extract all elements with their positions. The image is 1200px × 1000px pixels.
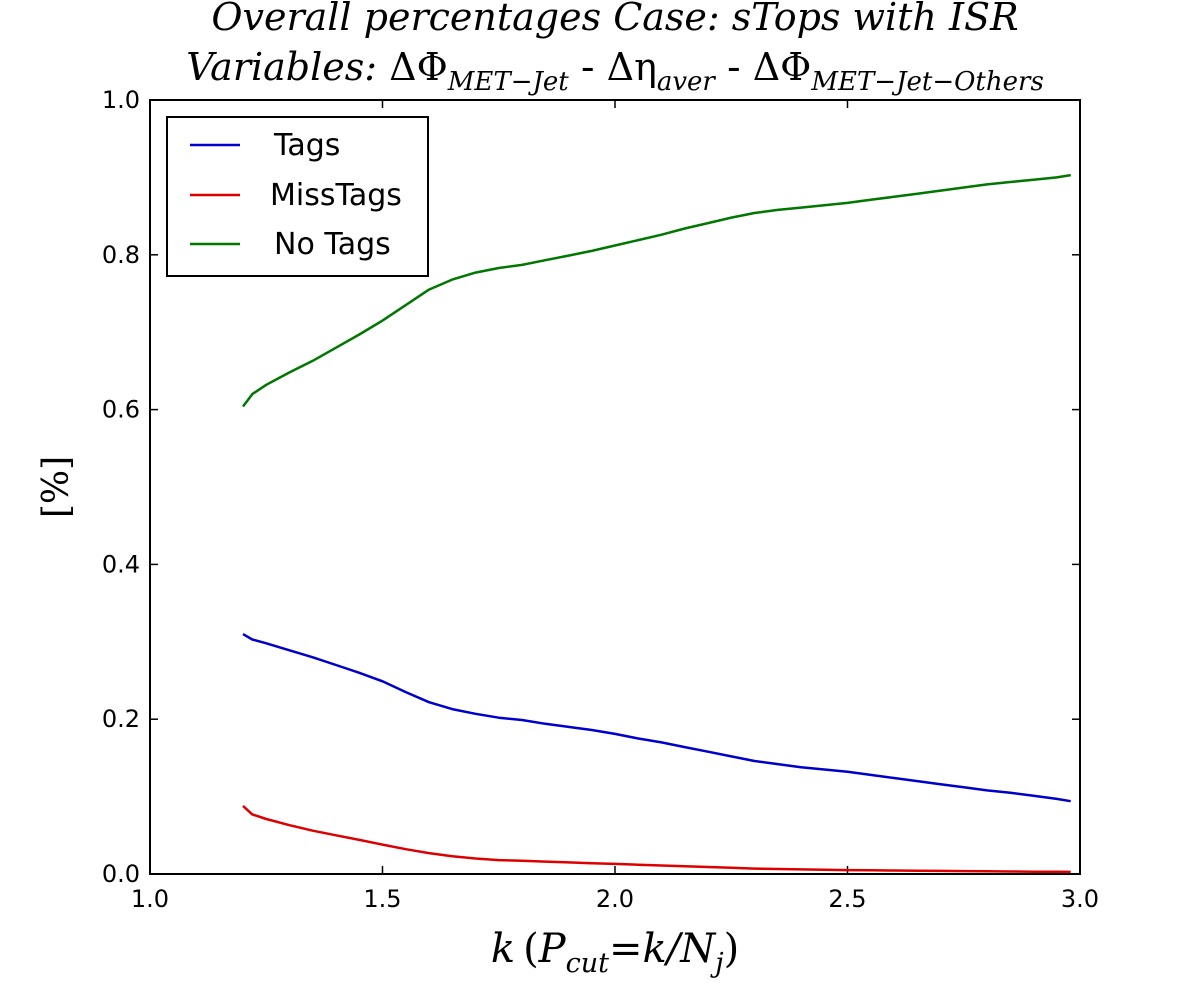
series-line-no-tags (242, 173, 1071, 408)
legend-label-tags: Tags (273, 128, 340, 163)
legend-label-notags: No Tags (274, 227, 391, 262)
xlabel-P: P (538, 926, 567, 972)
x-tick-label: 2.5 (828, 885, 866, 913)
title-variables-prefix: Variables: (186, 45, 389, 89)
y-tick-label: 0.0 (102, 860, 140, 888)
xlabel-close-paren: ) (724, 926, 740, 972)
series-line-tags (242, 633, 1071, 803)
x-tick-label: 2.0 (596, 885, 634, 913)
title-var1-sub: MET−Jet (447, 67, 570, 97)
xlabel-k: k (491, 926, 515, 972)
x-tick-label: 1.5 (363, 885, 401, 913)
y-tick-label: 0.6 (102, 396, 140, 424)
y-tick-label: 0.4 (102, 550, 140, 578)
xlabel-P-sub: cut (566, 948, 610, 979)
xlabel-open-paren: ( (523, 926, 539, 972)
legend: Tags MissTags No Tags (166, 116, 429, 277)
title-sep-2: - (715, 45, 753, 89)
legend-label-misstags: MissTags (270, 178, 402, 213)
y-tick-label: 1.0 (102, 86, 140, 114)
title-var2-symbol: Δη (607, 45, 657, 89)
y-tick-label: 0.2 (102, 705, 140, 733)
chart-title-line1: Overall percentages Case: sTops with ISR (211, 0, 1018, 39)
chart-title-line2: Variables: ΔΦMET−Jet - Δηaver - ΔΦMET−Je… (186, 45, 1044, 97)
y-tick-label: 0.8 (102, 241, 140, 269)
x-axis-label: k (Pcut=k/Nj) (491, 926, 739, 979)
axis-tick-labels: 1.0 1.5 2.0 2.5 3.0 0.0 0.2 0.4 0.6 0.8 1.0 (102, 86, 1099, 913)
title-var2-sub: aver (657, 67, 717, 97)
xlabel-eq: =k/N (609, 926, 717, 972)
title-var1-symbol: ΔΦ (389, 45, 448, 89)
title-var3-symbol: ΔΦ (753, 45, 812, 89)
legend-box (166, 116, 429, 277)
x-tick-label: 3.0 (1061, 885, 1099, 913)
axis-ticks (149, 99, 1081, 875)
title-sep-1: - (569, 45, 607, 89)
series-lines (242, 173, 1071, 874)
x-tick-label: 1.0 (131, 885, 169, 913)
y-axis-label: [%] (36, 456, 77, 518)
title-var3-sub: MET−Jet−Others (810, 67, 1043, 97)
series-line-misstags (242, 804, 1071, 874)
